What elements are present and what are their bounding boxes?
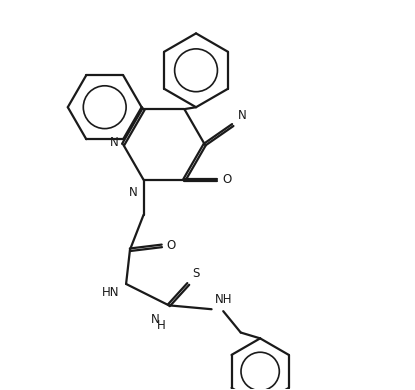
Text: NH: NH bbox=[215, 293, 232, 306]
Text: HN: HN bbox=[102, 286, 119, 299]
Text: N: N bbox=[129, 186, 138, 199]
Text: H: H bbox=[157, 319, 166, 332]
Text: S: S bbox=[192, 267, 200, 280]
Text: N: N bbox=[110, 136, 119, 149]
Text: N: N bbox=[151, 313, 160, 326]
Text: O: O bbox=[222, 173, 231, 186]
Text: O: O bbox=[166, 239, 176, 252]
Text: N: N bbox=[237, 109, 246, 122]
